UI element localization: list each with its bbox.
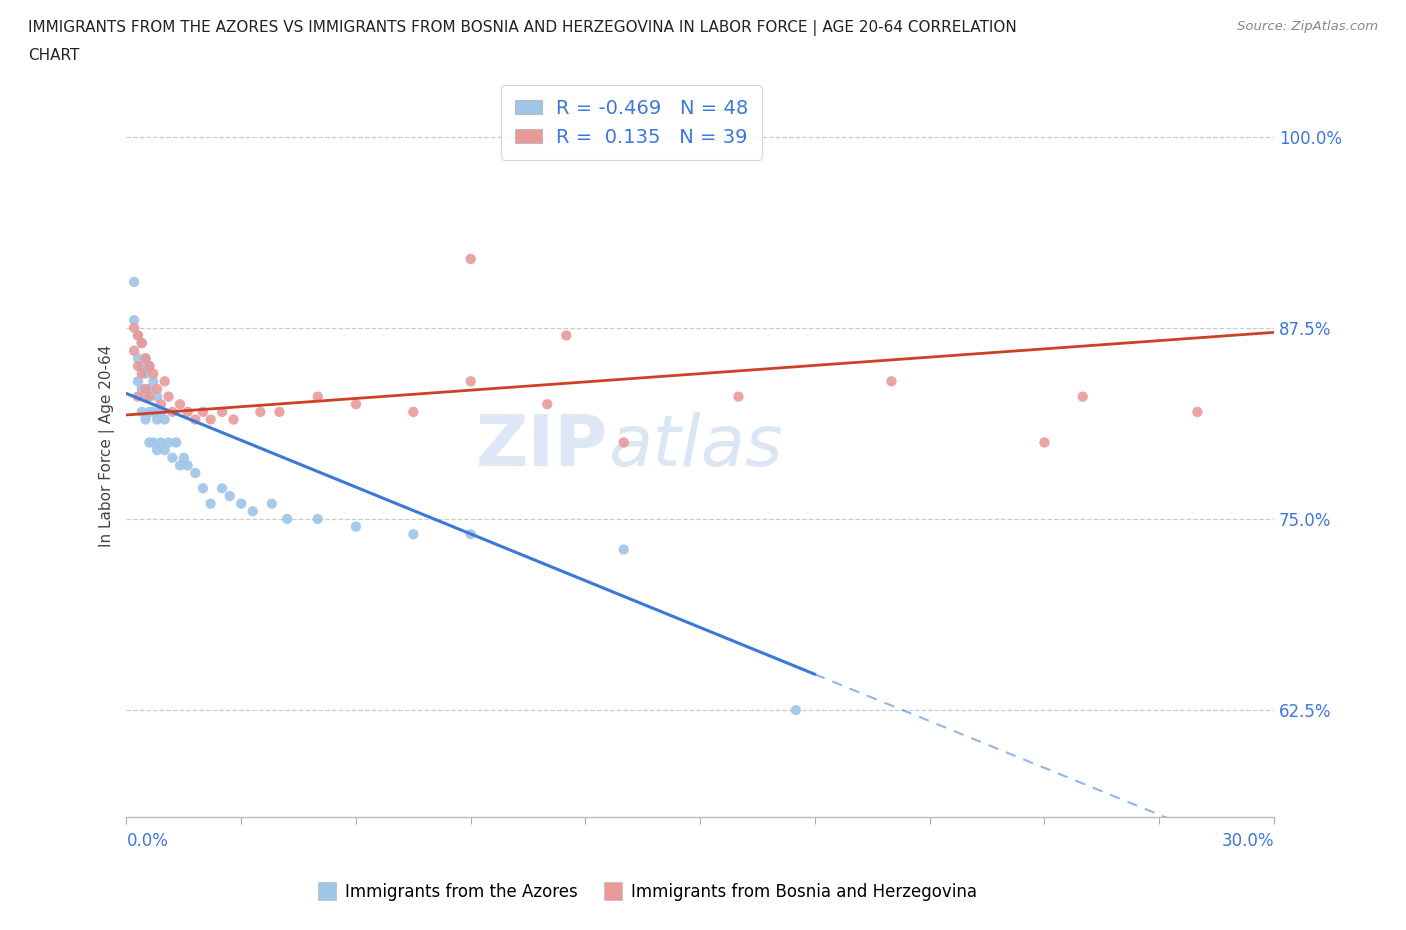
Point <box>211 481 233 496</box>
Point <box>122 343 145 358</box>
Point <box>460 374 482 389</box>
Legend: R = -0.469   N = 48, R =  0.135   N = 39: R = -0.469 N = 48, R = 0.135 N = 39 <box>501 86 762 160</box>
Point <box>131 336 153 351</box>
Point <box>613 542 636 557</box>
Point <box>880 374 903 389</box>
Text: 30.0%: 30.0% <box>1222 832 1274 850</box>
Point <box>184 412 207 427</box>
Point <box>200 497 222 512</box>
Point <box>131 336 153 351</box>
Point <box>146 381 169 396</box>
Point <box>249 405 271 419</box>
Point <box>122 274 145 289</box>
Point <box>1187 405 1209 419</box>
Point <box>135 366 157 381</box>
Point <box>231 497 253 512</box>
Point <box>176 405 198 419</box>
Point <box>142 435 165 450</box>
Point <box>131 366 153 381</box>
Text: IMMIGRANTS FROM THE AZORES VS IMMIGRANTS FROM BOSNIA AND HERZEGOVINA IN LABOR FO: IMMIGRANTS FROM THE AZORES VS IMMIGRANTS… <box>28 20 1017 36</box>
Text: atlas: atlas <box>609 412 783 481</box>
Point <box>153 412 176 427</box>
Text: ZIP: ZIP <box>477 412 609 481</box>
Point <box>146 412 169 427</box>
Text: Source: ZipAtlas.com: Source: ZipAtlas.com <box>1237 20 1378 33</box>
Point <box>127 351 149 365</box>
Point <box>157 435 180 450</box>
Point <box>402 526 425 541</box>
Point <box>307 389 329 404</box>
Point <box>153 443 176 458</box>
Point <box>146 389 169 404</box>
Point <box>135 351 157 365</box>
Point <box>149 435 172 450</box>
Point <box>460 251 482 266</box>
Point <box>122 320 145 335</box>
Point <box>146 443 169 458</box>
Point <box>142 366 165 381</box>
Point <box>222 412 245 427</box>
Point <box>127 374 149 389</box>
Point <box>135 351 157 365</box>
Point <box>122 312 145 327</box>
Point <box>1033 435 1056 450</box>
Point <box>138 389 160 404</box>
Point <box>173 450 195 465</box>
Point <box>176 458 198 472</box>
Point <box>555 328 578 343</box>
Point <box>142 405 165 419</box>
Point <box>269 405 291 419</box>
Y-axis label: In Labor Force | Age 20-64: In Labor Force | Age 20-64 <box>100 345 115 548</box>
Point <box>127 328 149 343</box>
Point <box>536 397 558 412</box>
Point <box>127 328 149 343</box>
Point <box>131 381 153 396</box>
Point <box>785 703 807 718</box>
Point <box>131 359 153 374</box>
Point <box>157 389 180 404</box>
Point <box>276 512 298 526</box>
Point <box>149 405 172 419</box>
Point <box>138 435 160 450</box>
Point <box>727 389 749 404</box>
Point <box>184 466 207 481</box>
Point <box>162 405 184 419</box>
Point <box>191 481 214 496</box>
Point <box>307 512 329 526</box>
Point <box>138 359 160 374</box>
Text: CHART: CHART <box>28 48 80 63</box>
Point <box>260 497 283 512</box>
Point <box>127 389 149 404</box>
Point <box>211 405 233 419</box>
Point <box>460 526 482 541</box>
Point <box>200 412 222 427</box>
Point <box>402 405 425 419</box>
Point <box>142 374 165 389</box>
Point <box>1071 389 1094 404</box>
Point <box>138 381 160 396</box>
Point <box>162 450 184 465</box>
Point <box>135 412 157 427</box>
Point <box>135 381 157 396</box>
Point <box>169 397 191 412</box>
Point <box>165 435 187 450</box>
Point <box>344 519 367 534</box>
Point <box>135 389 157 404</box>
Point <box>344 397 367 412</box>
Point <box>149 397 172 412</box>
Point <box>127 359 149 374</box>
Point <box>242 504 264 519</box>
Point <box>169 458 191 472</box>
Point <box>138 359 160 374</box>
Point <box>153 374 176 389</box>
Legend: Immigrants from the Azores, Immigrants from Bosnia and Herzegovina: Immigrants from the Azores, Immigrants f… <box>309 876 984 908</box>
Point <box>138 405 160 419</box>
Text: 0.0%: 0.0% <box>127 832 169 850</box>
Point <box>613 435 636 450</box>
Point <box>218 488 240 503</box>
Point <box>131 405 153 419</box>
Point <box>191 405 214 419</box>
